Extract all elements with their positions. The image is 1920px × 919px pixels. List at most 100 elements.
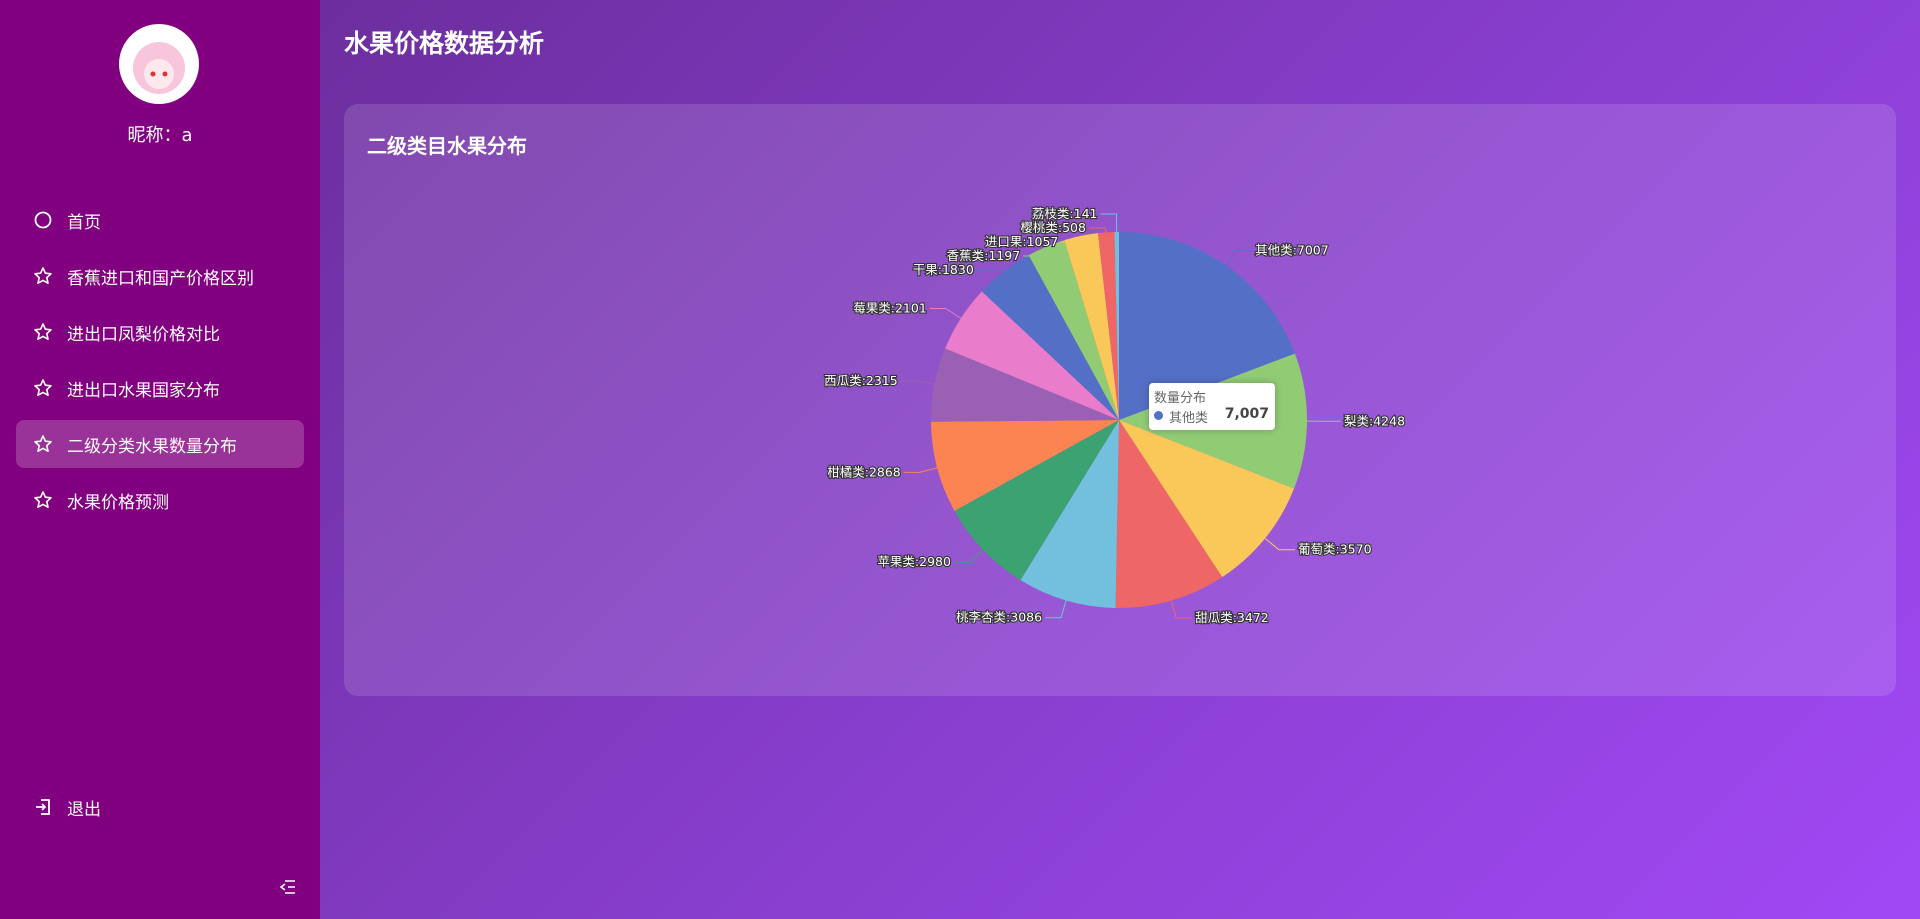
slice-label-name: 莓果类 <box>853 300 891 315</box>
label-line <box>1264 538 1296 551</box>
slice-label-value: 2101 <box>895 300 927 315</box>
menu-label: 二级分类水果数量分布 <box>67 436 237 457</box>
pie-slice <box>931 348 1119 422</box>
slice-label-separator: : <box>1233 609 1237 624</box>
chart-card: 二级类目水果分布 其他类:7007 梨类:4248 葡萄类:3570 甜瓜类:3472… <box>344 104 1896 696</box>
label-line <box>1061 235 1082 243</box>
avatar[interactable] <box>119 24 199 104</box>
slice-label-name: 香蕉类 <box>947 248 985 263</box>
menu-label: 进出口水果国家分布 <box>67 380 220 401</box>
slice-label: 桃李杏类:3086 <box>956 609 1042 624</box>
slice-label-name: 荔枝类 <box>1032 206 1070 221</box>
slice-label-value: 1197 <box>988 248 1020 263</box>
menu-label: 首页 <box>67 212 101 233</box>
pie-slice <box>945 291 1119 420</box>
slice-label-separator: : <box>938 262 942 277</box>
pie-slice <box>1064 233 1119 420</box>
menu-icon <box>34 211 52 229</box>
tooltip-category: 其他类 <box>1169 411 1209 426</box>
slice-label: 荔枝类:141 <box>1032 206 1098 221</box>
pie-slice <box>1119 232 1295 420</box>
sidebar: 昵称：a 首页香蕉进口和国产价格区别 进出口凤梨价格对比 进出口水果国家分布 二级分类… <box>0 0 320 919</box>
menu-item[interactable]: 二级分类水果数量分布 <box>16 420 304 468</box>
pie-slice <box>1115 420 1223 608</box>
slice-label-value: 2315 <box>866 372 898 387</box>
slice-label-separator: : <box>1022 234 1026 249</box>
menu-item[interactable]: 水果价格预测 <box>16 476 304 524</box>
label-line <box>1023 246 1047 257</box>
slice-label: 进口果:1057 <box>985 234 1059 249</box>
collapse-button[interactable] <box>279 878 297 896</box>
label-line <box>1170 600 1193 619</box>
page-title: 水果价格数据分析 <box>344 29 545 58</box>
slice-label-value: 2868 <box>869 464 901 479</box>
slice-label-name: 桃李杏类 <box>956 609 1007 624</box>
label-line <box>900 380 935 385</box>
pie-slice <box>1020 420 1119 608</box>
pie-slice <box>981 255 1119 420</box>
slice-label-separator: : <box>1336 541 1340 556</box>
slice-label: 干果:1830 <box>913 262 974 277</box>
label-line <box>1225 250 1253 266</box>
main: 水果价格数据分析 二级类目水果分布 其他类:7007 梨类:4248 葡萄类:357… <box>320 0 1920 919</box>
slice-label-separator: : <box>865 464 869 479</box>
pie-slice <box>1097 232 1119 420</box>
slice-label-name: 干果 <box>913 262 939 277</box>
menu-icon <box>34 435 52 452</box>
slice-label-name: 梨类 <box>1344 413 1370 428</box>
slice-label-name: 西瓜类 <box>824 372 862 387</box>
slice-label-separator: : <box>1069 206 1073 221</box>
chart: 其他类:7007梨类:4248葡萄类:3570甜瓜类:3472桃李杏类:3086… <box>823 204 1406 625</box>
label-line <box>903 467 938 473</box>
menu-item[interactable]: 香蕉进口和国产价格区别 <box>16 252 304 300</box>
menu-label: 水果价格预测 <box>67 492 169 513</box>
slice-label-separator: : <box>984 248 988 263</box>
pie-slice <box>954 420 1119 581</box>
slice-label-value: 1057 <box>1027 234 1059 249</box>
logout[interactable]: 退出 <box>16 783 304 831</box>
slice-label-value: 3086 <box>1010 609 1042 624</box>
slice-label-separator: : <box>862 372 866 387</box>
slice-label-value: 141 <box>1074 206 1098 221</box>
slice-label-value: 4248 <box>1373 413 1405 428</box>
menu-icon <box>34 267 52 284</box>
tooltip-title: 数量分布 <box>1154 391 1207 406</box>
menu-item[interactable]: 进出口凤梨价格对比 <box>16 308 304 356</box>
pie-slice <box>931 420 1119 511</box>
slice-label-separator: : <box>891 300 895 315</box>
slice-label-value: 508 <box>1062 220 1086 235</box>
label-line <box>953 549 984 563</box>
menu-icon <box>34 491 52 508</box>
slice-label-value: 1830 <box>942 262 974 277</box>
slice-label-name: 葡萄类 <box>1298 541 1336 556</box>
slice-label-value: 3570 <box>1340 541 1372 556</box>
slice-label: 其他类:7007 <box>1255 242 1329 257</box>
slice-label: 西瓜类:2315 <box>824 372 898 387</box>
logout-icon <box>36 799 50 815</box>
slice-label-name: 其他类 <box>1255 242 1293 257</box>
slice-label-separator: : <box>1369 413 1373 428</box>
logout-label: 退出 <box>67 799 101 820</box>
label-line <box>1088 227 1107 233</box>
slice-label-name: 樱桃类 <box>1020 220 1058 235</box>
slice-label-value: 2980 <box>919 554 951 569</box>
slice-label: 莓果类:2101 <box>853 300 927 315</box>
label-line <box>1100 213 1118 233</box>
menu-label: 香蕉进口和国产价格区别 <box>67 268 254 289</box>
slice-label: 柑橘类:2868 <box>827 464 901 479</box>
slice-label-name: 柑橘类 <box>827 464 865 479</box>
menu-icon <box>34 379 52 396</box>
label-line <box>929 308 962 319</box>
label-line <box>976 269 1004 272</box>
label-line <box>1045 600 1067 619</box>
tooltip: 数量分布 其他类 7,007 <box>1149 383 1275 430</box>
slice-label-name: 进口果 <box>985 234 1023 249</box>
menu-icon <box>34 323 52 340</box>
slice-label: 苹果类:2980 <box>877 554 951 569</box>
menu-item[interactable]: 进出口水果国家分布 <box>16 364 304 412</box>
nickname: 昵称：a <box>127 125 193 146</box>
menu-label: 进出口凤梨价格对比 <box>67 324 220 345</box>
menu-item[interactable]: 首页 <box>16 196 304 244</box>
avatar-image <box>133 42 185 94</box>
